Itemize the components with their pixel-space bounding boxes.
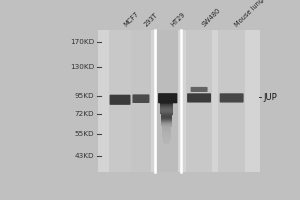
Bar — [160, 107, 173, 108]
Bar — [160, 112, 173, 113]
Bar — [98, 30, 260, 172]
Bar — [160, 108, 173, 109]
Bar — [160, 103, 173, 104]
Text: 55KD: 55KD — [75, 131, 94, 137]
Bar — [160, 106, 173, 107]
Bar — [163, 140, 170, 141]
Bar — [161, 118, 172, 119]
Bar — [162, 128, 171, 129]
Text: JUP: JUP — [263, 93, 277, 102]
Bar — [160, 115, 172, 116]
Bar — [162, 135, 171, 136]
Bar — [163, 137, 171, 138]
Bar — [162, 132, 171, 133]
Bar — [160, 111, 173, 112]
FancyBboxPatch shape — [133, 94, 149, 103]
Text: SW480: SW480 — [201, 7, 222, 28]
Bar — [161, 122, 172, 123]
Bar — [162, 134, 171, 135]
Bar — [160, 105, 173, 106]
Bar — [131, 30, 151, 172]
Bar — [163, 143, 170, 144]
Bar — [160, 110, 173, 111]
Text: 293T: 293T — [143, 12, 159, 28]
Bar — [162, 131, 171, 132]
Bar — [162, 126, 172, 127]
Bar — [161, 116, 172, 117]
Text: 130KD: 130KD — [70, 64, 94, 70]
Bar — [162, 133, 171, 134]
Text: Mouse lung: Mouse lung — [234, 0, 265, 28]
Bar — [160, 113, 172, 114]
Bar — [162, 130, 171, 131]
FancyBboxPatch shape — [220, 93, 244, 103]
FancyBboxPatch shape — [158, 93, 177, 103]
Bar — [162, 136, 171, 137]
Bar — [186, 30, 212, 172]
Bar — [161, 120, 172, 121]
Text: 95KD: 95KD — [75, 93, 94, 99]
Bar — [157, 30, 178, 172]
Bar — [109, 30, 131, 172]
Bar — [161, 125, 172, 126]
FancyBboxPatch shape — [190, 87, 208, 92]
Text: 170KD: 170KD — [70, 39, 94, 45]
Bar — [163, 138, 170, 139]
Bar — [163, 139, 170, 140]
Bar — [218, 30, 245, 172]
Text: 72KD: 72KD — [75, 111, 94, 117]
Bar — [161, 117, 172, 118]
Bar — [160, 104, 173, 105]
Text: 43KD: 43KD — [75, 153, 94, 159]
Text: HT29: HT29 — [170, 11, 187, 28]
FancyBboxPatch shape — [187, 93, 211, 103]
Bar — [161, 119, 172, 120]
Bar — [160, 114, 172, 115]
Bar — [161, 124, 172, 125]
FancyBboxPatch shape — [110, 95, 130, 105]
Bar — [162, 129, 171, 130]
Text: MCF7: MCF7 — [122, 11, 140, 28]
Bar — [162, 127, 171, 128]
Bar — [161, 121, 172, 122]
Bar — [163, 142, 170, 143]
Bar — [163, 141, 170, 142]
Bar — [160, 109, 173, 110]
Bar — [161, 123, 172, 124]
